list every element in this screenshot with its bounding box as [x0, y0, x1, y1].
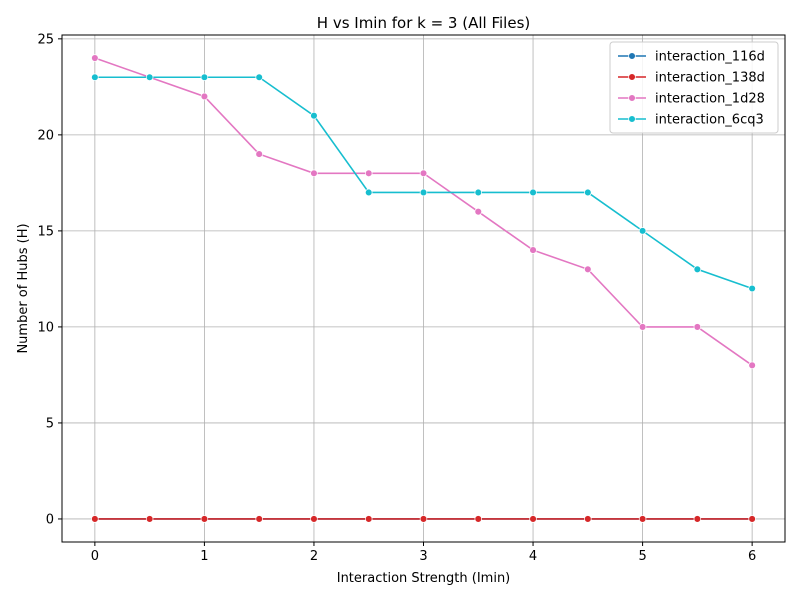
data-point	[200, 92, 209, 101]
x-axis-label: Interaction Strength (Imin)	[337, 571, 511, 586]
data-point	[310, 111, 318, 120]
y-tick-label: 20	[37, 128, 54, 143]
legend-marker	[628, 115, 636, 123]
data-point	[584, 265, 592, 274]
series-interaction_6cq3	[91, 73, 756, 293]
x-tick-label: 5	[638, 549, 646, 564]
legend-item: interaction_1d28	[618, 92, 765, 107]
data-point	[638, 323, 647, 331]
data-point	[748, 515, 756, 523]
data-point	[364, 169, 373, 178]
data-point	[638, 227, 647, 235]
data-point	[255, 150, 263, 158]
legend-marker	[628, 52, 636, 60]
legend-box	[609, 41, 779, 134]
legend-item: interaction_6cq3	[618, 113, 764, 128]
data-point	[419, 188, 428, 197]
y-tick-label: 10	[37, 320, 54, 335]
data-point	[200, 73, 209, 81]
data-point	[419, 515, 428, 523]
chart-title: H vs Imin for k = 3 (All Files)	[317, 14, 530, 32]
y-tick-label: 5	[46, 416, 54, 431]
data-point	[200, 515, 209, 523]
data-point	[255, 73, 263, 81]
series-interaction_138d	[91, 515, 756, 523]
legend-marker	[628, 73, 636, 81]
series-group	[91, 54, 756, 523]
data-point	[364, 188, 373, 197]
data-point	[474, 515, 483, 523]
data-point	[145, 73, 154, 81]
data-point	[748, 361, 756, 370]
data-point	[529, 515, 537, 523]
data-point	[419, 169, 428, 178]
data-point	[474, 188, 483, 197]
data-point	[693, 515, 702, 523]
data-point	[529, 246, 537, 254]
legend-label: interaction_116d	[655, 50, 765, 65]
y-tick-label: 15	[37, 224, 54, 239]
data-point	[145, 515, 154, 523]
legend-marker	[628, 94, 636, 102]
data-point	[91, 54, 99, 62]
data-point	[584, 515, 592, 523]
data-point	[529, 188, 537, 197]
legend-label: interaction_1d28	[655, 92, 765, 107]
x-tick-label: 6	[748, 549, 756, 564]
data-point	[91, 515, 99, 523]
x-tick-label: 2	[310, 549, 318, 564]
x-tick-label: 1	[200, 549, 208, 564]
data-point	[474, 207, 483, 216]
data-point	[748, 284, 756, 293]
legend: interaction_116d interaction_138d interact…	[609, 41, 779, 134]
data-point	[364, 515, 373, 523]
data-point	[693, 265, 702, 274]
y-tick-label: 0	[46, 512, 54, 527]
legend-item: interaction_138d	[618, 71, 765, 86]
data-point	[91, 73, 99, 81]
data-point	[255, 515, 263, 523]
series-interaction_1d28	[91, 54, 756, 370]
data-point	[310, 169, 318, 178]
legend-label: interaction_6cq3	[655, 113, 764, 128]
legend-item: interaction_116d	[618, 50, 765, 65]
data-point	[310, 515, 318, 523]
x-tick-label: 3	[419, 549, 427, 564]
data-point	[693, 323, 702, 331]
data-point	[584, 188, 592, 197]
x-tick-label: 0	[91, 549, 99, 564]
legend-label: interaction_138d	[655, 71, 765, 86]
y-tick-label: 25	[37, 32, 54, 47]
y-axis-label: Number of Hubs (H)	[16, 223, 31, 353]
axis-ticks: 0 1 2 3 4 5 6 0 5 10 15 20 25	[37, 32, 756, 564]
x-tick-label: 4	[529, 549, 537, 564]
data-point	[638, 515, 647, 523]
